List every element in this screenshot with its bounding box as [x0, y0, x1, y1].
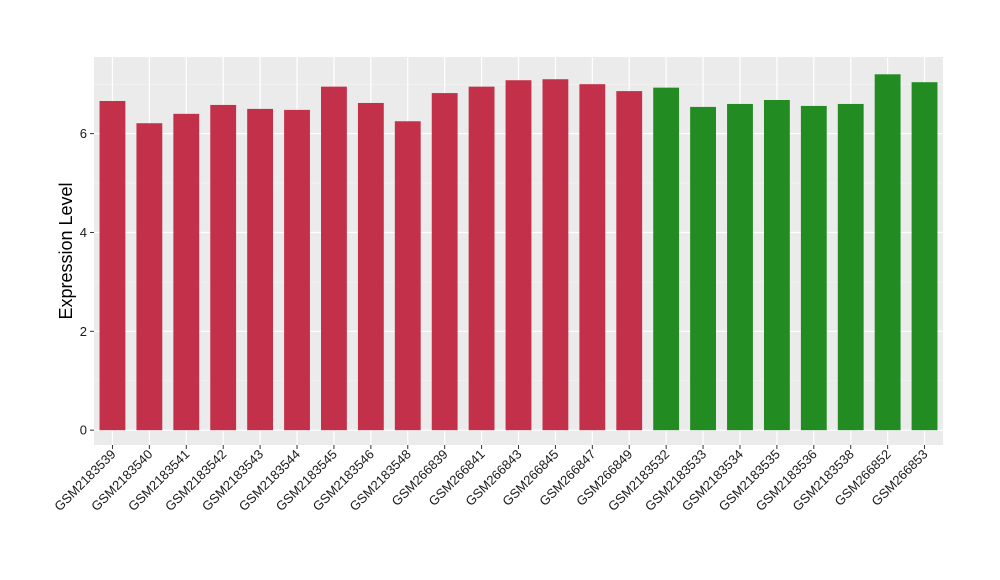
bar [321, 86, 347, 431]
bar [542, 79, 569, 431]
bars [99, 74, 938, 431]
y-tick-label: 4 [80, 225, 87, 240]
bar [874, 74, 901, 431]
bar [136, 123, 163, 431]
bar [394, 121, 421, 431]
bar [837, 103, 864, 431]
bar [210, 104, 237, 431]
x-axis: GSM2183539GSM2183540GSM2183541GSM2183542… [51, 445, 931, 514]
bar [579, 84, 606, 431]
bar [800, 105, 827, 431]
bar [468, 86, 495, 431]
bar [247, 108, 274, 431]
y-axis: 0 2 4 6 [80, 126, 94, 438]
bar [727, 103, 753, 431]
bar [505, 80, 532, 431]
y-tick-label: 0 [80, 423, 87, 438]
bar [99, 100, 126, 431]
y-tick-label: 6 [80, 126, 87, 141]
bar [653, 87, 680, 431]
y-tick-label: 2 [80, 324, 87, 339]
bar [690, 106, 716, 431]
bar [173, 113, 200, 431]
bar [616, 91, 643, 431]
bar [357, 102, 384, 431]
bar [431, 93, 458, 431]
bar [284, 109, 310, 431]
y-axis-title: Expression Level [56, 182, 76, 319]
bar [763, 100, 790, 431]
bar [911, 82, 938, 431]
